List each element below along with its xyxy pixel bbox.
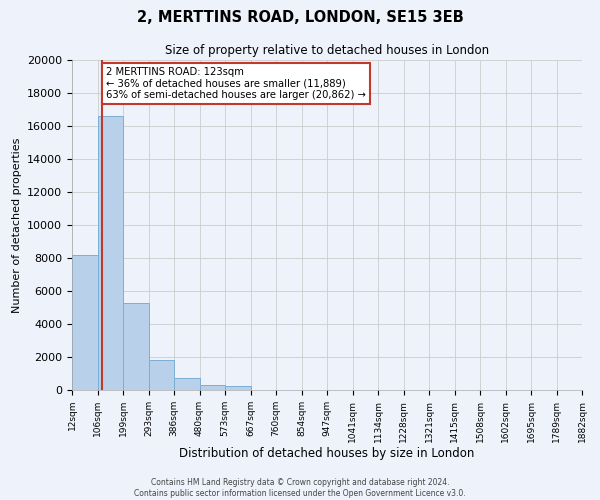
X-axis label: Distribution of detached houses by size in London: Distribution of detached houses by size … xyxy=(179,448,475,460)
Bar xyxy=(225,386,251,390)
Bar xyxy=(97,116,123,390)
Title: Size of property relative to detached houses in London: Size of property relative to detached ho… xyxy=(165,44,489,58)
Text: 2, MERTTINS ROAD, LONDON, SE15 3EB: 2, MERTTINS ROAD, LONDON, SE15 3EB xyxy=(137,10,463,25)
Y-axis label: Number of detached properties: Number of detached properties xyxy=(11,138,22,312)
Text: 2 MERTTINS ROAD: 123sqm
← 36% of detached houses are smaller (11,889)
63% of sem: 2 MERTTINS ROAD: 123sqm ← 36% of detache… xyxy=(106,66,366,100)
Text: Contains HM Land Registry data © Crown copyright and database right 2024.
Contai: Contains HM Land Registry data © Crown c… xyxy=(134,478,466,498)
Bar xyxy=(149,360,174,390)
Bar xyxy=(72,254,97,390)
Bar xyxy=(199,386,225,390)
Bar xyxy=(123,302,149,390)
Bar xyxy=(174,378,199,390)
